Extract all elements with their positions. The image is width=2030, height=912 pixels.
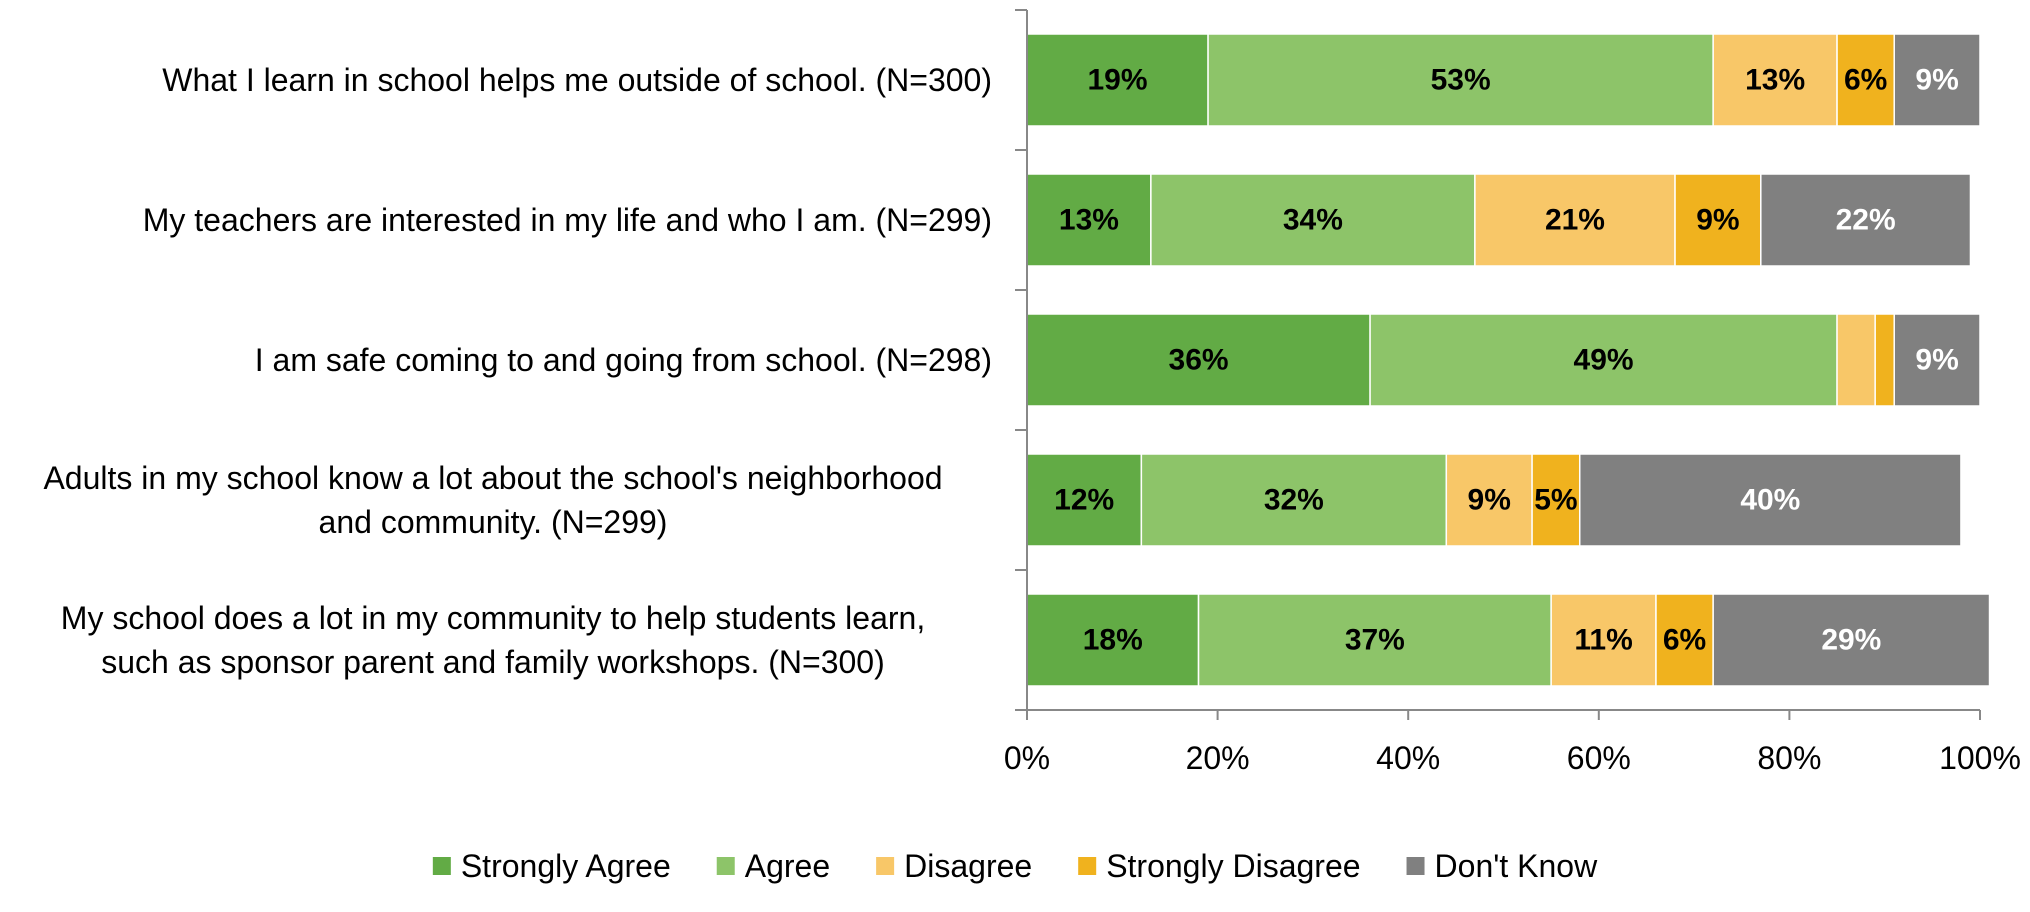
data-label: 18% — [1083, 624, 1143, 657]
bar-segment — [1026, 453, 1143, 547]
data-label: 5% — [1534, 484, 1577, 517]
category-label: My teachers are interested in my life an… — [143, 202, 992, 238]
bar-segment — [1140, 453, 1448, 547]
bar-segment — [1760, 173, 1972, 267]
bar-segment — [1712, 33, 1838, 127]
data-label: 13% — [1059, 204, 1119, 237]
bar-segment — [1150, 173, 1476, 267]
data-label: 53% — [1431, 64, 1491, 97]
data-label: 40% — [1740, 484, 1800, 517]
data-label: 36% — [1169, 344, 1229, 377]
data-label: 13% — [1745, 64, 1805, 97]
bar-segment — [1026, 33, 1209, 127]
bar-segment — [1578, 453, 1962, 547]
legend-item: Strongly Disagree — [1078, 848, 1361, 884]
data-label: 9% — [1915, 64, 1958, 97]
data-label: 6% — [1663, 624, 1706, 657]
legend-swatch — [432, 857, 451, 875]
data-label: 9% — [1915, 344, 1958, 377]
bar-segment — [1655, 593, 1714, 687]
legend-label: Disagree — [904, 848, 1032, 884]
legend-label: Agree — [745, 848, 830, 884]
data-label: 9% — [1468, 484, 1511, 517]
data-label: 32% — [1264, 484, 1324, 517]
legend-label: Don't Know — [1435, 848, 1599, 884]
axes: 0% 20% 40% 60% 80% 100% — [1004, 9, 2021, 776]
legend-swatch — [1406, 857, 1425, 875]
bar-segment — [1712, 593, 1991, 687]
bar-segment — [1026, 173, 1152, 267]
legend-item: Agree — [716, 848, 830, 884]
x-tick-label: 100% — [1939, 740, 2021, 776]
bar-segment — [1445, 453, 1533, 547]
data-label: 37% — [1345, 624, 1405, 657]
legend-label: Strongly Disagree — [1106, 848, 1360, 884]
data-label: 21% — [1545, 204, 1605, 237]
category-label: My school does a lot in my community to … — [61, 600, 925, 636]
data-label: 12% — [1054, 484, 1114, 517]
data-label: 29% — [1821, 624, 1881, 657]
bar-segment — [1836, 313, 1876, 407]
data-label: 49% — [1574, 344, 1634, 377]
x-tick-label: 40% — [1376, 740, 1440, 776]
x-tick-label: 20% — [1186, 740, 1250, 776]
category-label: What I learn in school helps me outside … — [162, 62, 992, 98]
bar-segment — [1026, 593, 1200, 687]
category-labels: What I learn in school helps me outside … — [43, 62, 992, 680]
data-label: 11% — [1574, 624, 1632, 657]
bars — [1026, 33, 1991, 687]
legend-swatch — [1078, 857, 1097, 875]
legend-swatch — [716, 857, 735, 875]
bar-segment — [1893, 33, 1981, 127]
data-label: 34% — [1283, 204, 1343, 237]
bar-segment — [1474, 173, 1676, 267]
data-label: 6% — [1844, 64, 1887, 97]
category-label: such as sponsor parent and family worksh… — [101, 644, 885, 680]
data-label: 19% — [1088, 64, 1148, 97]
x-tick-label: 0% — [1004, 740, 1050, 776]
legend-item: Don't Know — [1406, 848, 1599, 884]
data-labels: 19% 53% 13% 6% 9% 13% 34% 21% 9% 22% 36% 49% 9% 12% 32… — [1054, 64, 1959, 657]
bar-segment — [1893, 313, 1981, 407]
category-label: and community. (N=299) — [319, 504, 668, 540]
legend-item: Disagree — [876, 848, 1032, 884]
bar-segment — [1550, 593, 1657, 687]
bar-segment — [1369, 313, 1838, 407]
legend-item: Strongly Agree — [432, 848, 671, 884]
legend: Strongly Agree Agree Disagree Strongly Disa… — [432, 848, 1599, 884]
category-label: I am safe coming to and going from schoo… — [255, 342, 992, 378]
bar-segment — [1531, 453, 1581, 547]
x-tick-label: 80% — [1757, 740, 1821, 776]
legend-label: Strongly Agree — [461, 848, 671, 884]
x-tick-label: 60% — [1567, 740, 1631, 776]
data-label: 9% — [1696, 204, 1739, 237]
bar-segment — [1207, 33, 1714, 127]
legend-swatch — [876, 857, 895, 875]
bar-segment — [1874, 313, 1895, 407]
bar-segment — [1674, 173, 1762, 267]
data-label: 22% — [1836, 204, 1896, 237]
category-label: Adults in my school know a lot about the… — [43, 460, 942, 496]
bar-segment — [1197, 593, 1552, 687]
